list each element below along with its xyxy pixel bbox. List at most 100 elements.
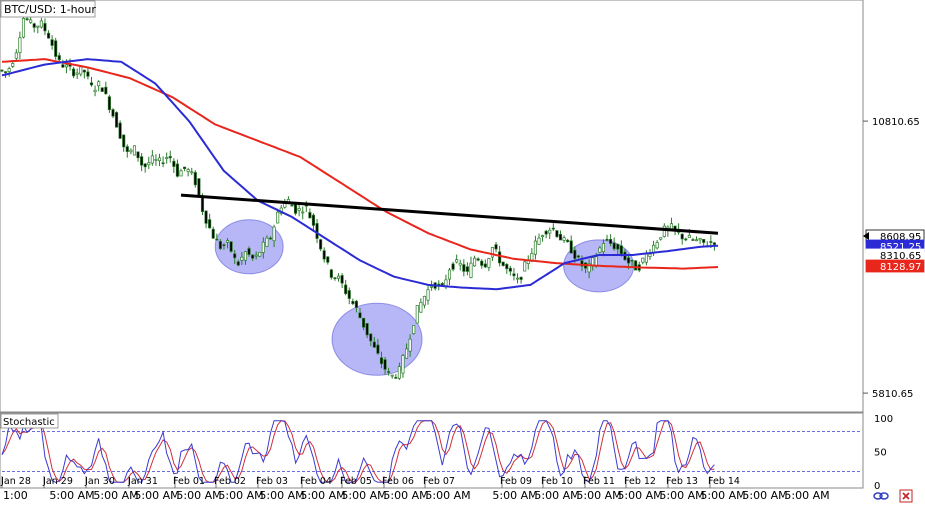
- candle: [0, 69, 4, 73]
- candle: [322, 247, 326, 263]
- link-chain-icon[interactable]: [873, 492, 889, 500]
- candle: [598, 246, 602, 254]
- candle: [251, 254, 255, 261]
- candle: [387, 367, 391, 376]
- candle: [566, 238, 570, 243]
- candle: [354, 299, 358, 313]
- candle: [369, 333, 373, 347]
- time-label: 5:00 AM: [383, 489, 428, 502]
- candle: [136, 151, 140, 162]
- candle: [412, 325, 416, 335]
- candle: [480, 259, 484, 269]
- close-x-icon[interactable]: [899, 489, 913, 503]
- time-label: 5:00 AM: [425, 489, 470, 502]
- candle: [551, 223, 555, 232]
- candle: [236, 259, 240, 267]
- candle: [469, 256, 473, 279]
- candle: [225, 238, 230, 249]
- candle: [419, 298, 423, 313]
- candle: [50, 35, 54, 50]
- candle: [641, 257, 645, 265]
- chart-title: BTC/USD: 1-hour: [4, 3, 96, 16]
- candle: [609, 234, 613, 247]
- time-label: 5:00 AM: [576, 489, 621, 502]
- day-label: Jan 29: [42, 476, 73, 487]
- candle: [7, 66, 11, 77]
- candle: [548, 227, 552, 239]
- candle: [175, 159, 179, 178]
- candle: [301, 206, 305, 220]
- candle: [541, 234, 545, 242]
- candle: [193, 170, 197, 188]
- candle: [344, 279, 348, 296]
- candle: [326, 256, 330, 265]
- candle: [390, 374, 394, 379]
- candle: [29, 16, 33, 24]
- candle: [150, 150, 154, 166]
- candle: [204, 210, 208, 229]
- time-label: 5:00 AM: [492, 489, 537, 502]
- day-label: Feb 04: [300, 476, 332, 487]
- candle: [680, 233, 684, 245]
- candle: [616, 243, 620, 255]
- candle: [168, 150, 172, 163]
- candle: [512, 267, 516, 281]
- highlight-ellipse: [331, 302, 423, 376]
- time-label: 5:00 AM: [784, 489, 829, 502]
- indicator-lines: [1, 58, 719, 291]
- candle: [562, 235, 566, 243]
- candle: [39, 17, 43, 29]
- candle: [183, 166, 187, 172]
- day-label: Feb 07: [423, 476, 455, 487]
- candle: [61, 59, 65, 69]
- candle: [487, 257, 491, 272]
- time-axis: Jan 28 Jan 29 Jan 30 Jan 31 Feb 01 Feb 02 Feb …: [0, 476, 830, 502]
- ma-red-line: [1, 58, 719, 270]
- candle: [54, 37, 58, 60]
- candle: [555, 229, 559, 238]
- time-label: 1:00: [3, 489, 28, 502]
- candle: [32, 22, 36, 33]
- candle: [140, 153, 144, 172]
- candle: [576, 254, 580, 259]
- candle: [465, 262, 469, 276]
- time-label: 5:00 AM: [49, 489, 94, 502]
- candle: [365, 323, 369, 339]
- time-label: 5:00 AM: [341, 489, 386, 502]
- candle: [115, 111, 119, 128]
- price-badge-label: 8608.95: [880, 232, 921, 243]
- candle: [57, 52, 61, 63]
- stochastic-k-line: [1, 420, 715, 483]
- candle: [186, 167, 190, 177]
- candle: [157, 153, 162, 167]
- candle: [179, 168, 183, 177]
- price-pane: [0, 0, 864, 413]
- candle: [107, 94, 111, 113]
- candle: [426, 285, 430, 305]
- price-badge-ma-red: 8128.97: [865, 259, 925, 273]
- candle: [455, 254, 459, 264]
- candle: [315, 218, 319, 244]
- candle: [558, 230, 563, 241]
- time-label: 5:00 AM: [176, 489, 221, 502]
- candle: [265, 235, 269, 247]
- candle: [208, 213, 212, 229]
- candle: [523, 260, 527, 272]
- candle: [89, 76, 94, 87]
- candle: [14, 49, 18, 62]
- candle: [172, 158, 176, 173]
- day-label: Feb 06: [382, 476, 414, 487]
- day-label: Feb 13: [666, 476, 698, 487]
- time-label: 5:00 AM: [617, 489, 662, 502]
- candle: [415, 305, 419, 324]
- ma-blue-line: [1, 58, 719, 291]
- candle: [211, 226, 215, 239]
- time-label: 5:00 AM: [742, 489, 787, 502]
- candle: [519, 276, 523, 284]
- candle: [401, 353, 405, 378]
- candle: [197, 178, 201, 197]
- candle: [243, 250, 247, 265]
- day-label: Feb 09: [500, 476, 532, 487]
